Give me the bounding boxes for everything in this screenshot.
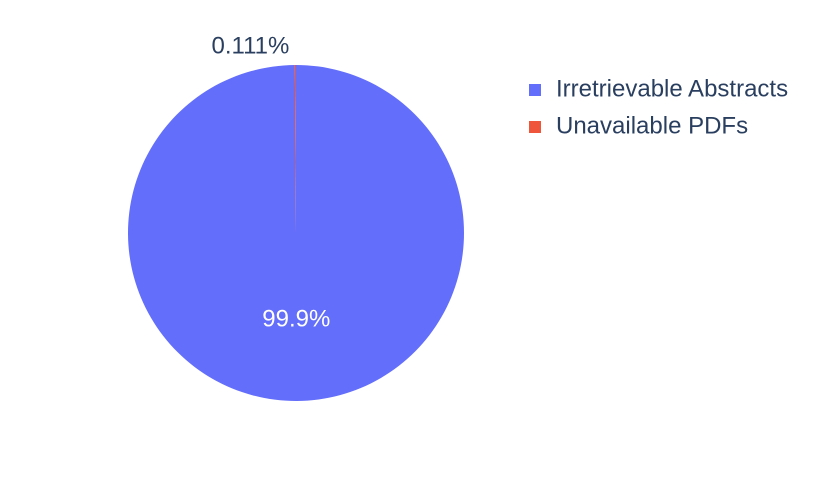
- pie-slice: [127, 65, 464, 401]
- legend-swatch: [529, 84, 541, 96]
- legend-swatch: [529, 121, 541, 133]
- data-label: 0.111%: [212, 32, 290, 59]
- legend-label: Irretrievable Abstracts: [556, 75, 788, 102]
- legend-label: Unavailable PDFs: [556, 112, 748, 139]
- data-label: 99.9%: [262, 306, 330, 333]
- pie-slice: [294, 65, 296, 233]
